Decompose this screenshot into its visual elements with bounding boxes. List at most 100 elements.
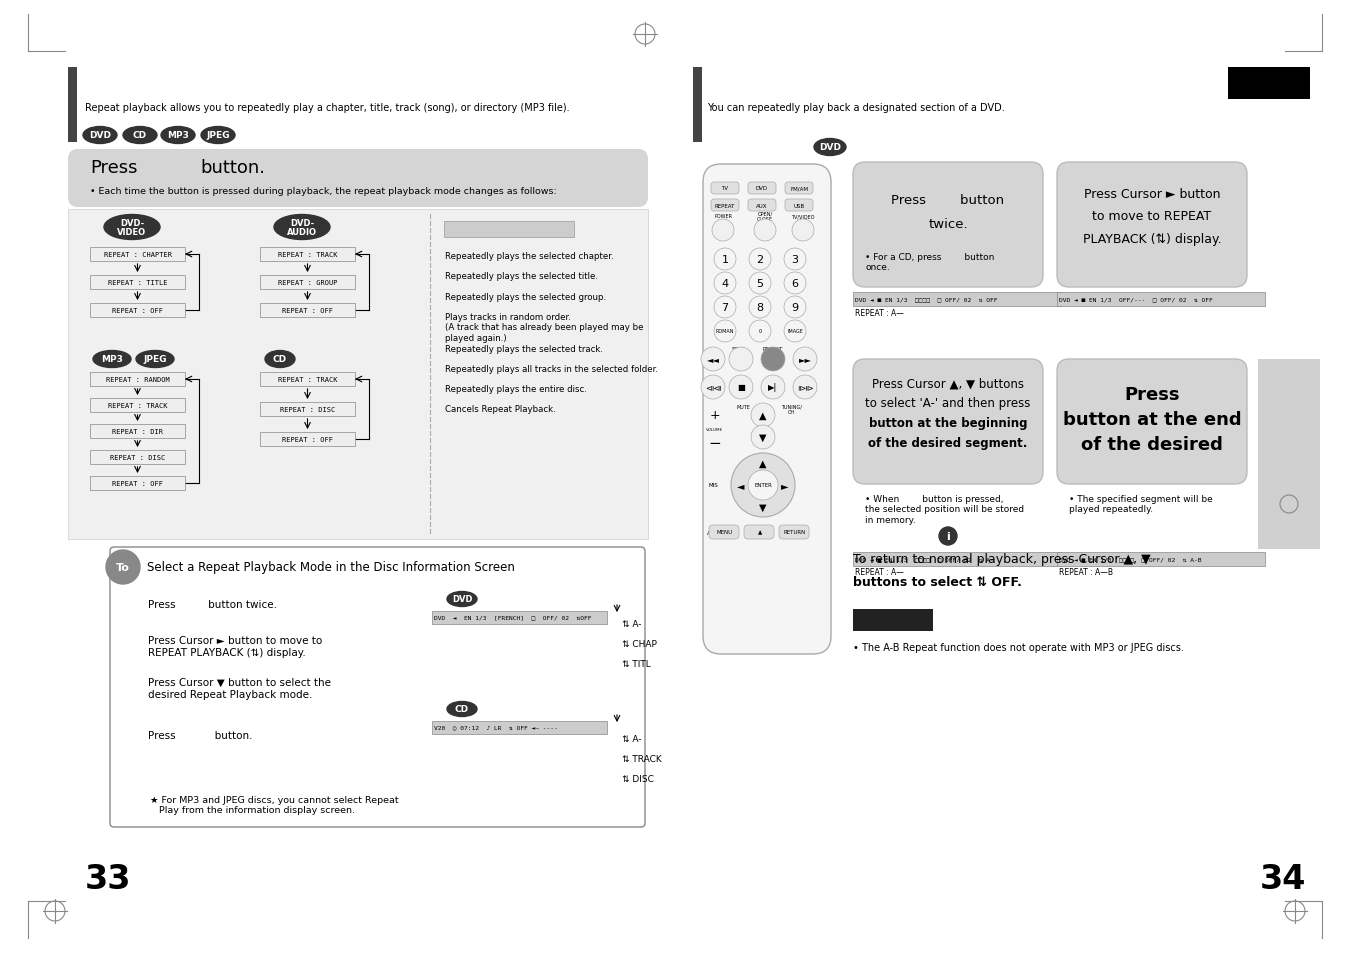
Text: ⇅ A-: ⇅ A- <box>622 619 641 629</box>
Text: 8: 8 <box>756 303 764 313</box>
Text: ▼: ▼ <box>759 433 767 442</box>
Text: MENU: MENU <box>717 530 733 535</box>
Text: TUNING/
CH: TUNING/ CH <box>780 404 802 415</box>
Text: Press Cursor ► button: Press Cursor ► button <box>1084 189 1220 201</box>
Ellipse shape <box>265 351 296 368</box>
FancyBboxPatch shape <box>779 525 809 539</box>
Ellipse shape <box>447 592 477 607</box>
Bar <box>853 293 1061 307</box>
Text: You can repeatedly play back a designated section of a DVD.: You can repeatedly play back a designate… <box>707 103 1004 112</box>
Ellipse shape <box>82 128 117 144</box>
Bar <box>853 553 1061 566</box>
Text: REPEAT : A—: REPEAT : A— <box>855 309 904 318</box>
Bar <box>853 609 933 631</box>
Text: CD: CD <box>273 355 288 364</box>
Text: DVD: DVD <box>756 186 768 192</box>
Text: PLAYBACK (⇅) display.: PLAYBACK (⇅) display. <box>1083 233 1222 245</box>
Text: ⇅ A-: ⇅ A- <box>622 735 641 743</box>
Text: to move to REPEAT: to move to REPEAT <box>1092 211 1211 223</box>
Text: 5: 5 <box>756 278 764 289</box>
Text: 3: 3 <box>791 254 798 265</box>
Text: 6: 6 <box>791 278 798 289</box>
Bar <box>444 222 574 237</box>
Text: DVD: DVD <box>89 132 111 140</box>
Text: CD: CD <box>132 132 147 140</box>
FancyBboxPatch shape <box>711 200 738 212</box>
Ellipse shape <box>161 128 194 144</box>
Circle shape <box>749 296 771 318</box>
Text: CD: CD <box>455 705 468 714</box>
Text: Repeatedly plays the selected chapter.: Repeatedly plays the selected chapter. <box>446 252 614 261</box>
Circle shape <box>792 220 814 242</box>
Text: ACT/: ACT/ <box>707 530 720 535</box>
Text: Press        button: Press button <box>891 194 1004 208</box>
Text: VOLUME: VOLUME <box>706 428 724 432</box>
Bar <box>261 433 355 447</box>
Circle shape <box>940 527 957 545</box>
Text: DVD ◄ ■ EN 1/3  □□□□  □ OFF/ 02  ⇅ A-: DVD ◄ ■ EN 1/3 □□□□ □ OFF/ 02 ⇅ A- <box>855 557 994 562</box>
Text: • Each time the button is pressed during playback, the repeat playback mode chan: • Each time the button is pressed during… <box>90 188 556 196</box>
Text: ▲: ▲ <box>757 530 763 535</box>
FancyBboxPatch shape <box>1057 163 1247 288</box>
Bar <box>90 275 185 290</box>
Text: 33: 33 <box>85 862 131 896</box>
FancyBboxPatch shape <box>784 200 813 212</box>
Text: To: To <box>116 562 130 573</box>
Text: buttons to select ⇅ OFF.: buttons to select ⇅ OFF. <box>853 575 1022 588</box>
Text: 9: 9 <box>791 303 799 313</box>
Bar <box>90 398 185 413</box>
Circle shape <box>755 220 776 242</box>
Text: of the desired: of the desired <box>1081 436 1223 454</box>
Text: Repeatedly plays the selected track.: Repeatedly plays the selected track. <box>446 345 603 354</box>
Text: Repeat playback allows you to repeatedly play a chapter, title, track (song), or: Repeat playback allows you to repeatedly… <box>85 103 570 112</box>
Circle shape <box>749 320 771 343</box>
Bar <box>432 612 608 624</box>
Text: MP3: MP3 <box>167 132 189 140</box>
Circle shape <box>714 320 736 343</box>
Text: REPEAT : A—B: REPEAT : A—B <box>1058 568 1112 577</box>
Text: AUX: AUX <box>756 203 768 209</box>
Text: Repeatedly plays the selected group.: Repeatedly plays the selected group. <box>446 293 606 302</box>
Text: Cancels Repeat Playback.: Cancels Repeat Playback. <box>446 405 556 414</box>
FancyBboxPatch shape <box>744 525 774 539</box>
Ellipse shape <box>93 351 131 368</box>
Text: POWER: POWER <box>714 214 732 219</box>
Circle shape <box>714 296 736 318</box>
Text: REPEAT : DISC: REPEAT : DISC <box>279 407 335 413</box>
Text: button at the beginning: button at the beginning <box>869 417 1027 430</box>
Ellipse shape <box>136 351 174 368</box>
Text: REPEAT : TRACK: REPEAT : TRACK <box>278 376 338 382</box>
FancyBboxPatch shape <box>109 547 645 827</box>
FancyBboxPatch shape <box>711 183 738 194</box>
Text: MP3: MP3 <box>101 355 123 364</box>
Text: STEP: STEP <box>732 347 745 352</box>
Circle shape <box>701 348 725 372</box>
Text: TV/VIDEO: TV/VIDEO <box>791 214 815 219</box>
Ellipse shape <box>123 128 157 144</box>
Text: REPEAT : A—: REPEAT : A— <box>855 568 904 577</box>
Text: Press            button.: Press button. <box>148 730 252 740</box>
Text: 2: 2 <box>756 254 764 265</box>
Bar <box>1057 553 1265 566</box>
Text: ★ For MP3 and JPEG discs, you cannot select Repeat
   Play from the information : ★ For MP3 and JPEG discs, you cannot sel… <box>150 795 398 815</box>
Text: USB: USB <box>794 203 805 209</box>
Circle shape <box>729 375 753 399</box>
FancyBboxPatch shape <box>68 150 648 208</box>
Text: 0: 0 <box>759 329 761 335</box>
Text: REPEAT : OFF: REPEAT : OFF <box>282 436 333 442</box>
Bar <box>261 275 355 290</box>
Circle shape <box>784 249 806 271</box>
Text: REPEAT : OFF: REPEAT : OFF <box>282 308 333 314</box>
FancyBboxPatch shape <box>1057 359 1247 484</box>
Circle shape <box>784 273 806 294</box>
Bar <box>432 721 608 734</box>
Circle shape <box>784 320 806 343</box>
FancyBboxPatch shape <box>784 183 813 194</box>
Bar <box>1057 293 1265 307</box>
Circle shape <box>730 454 795 517</box>
FancyBboxPatch shape <box>853 163 1044 288</box>
Text: • When        button is pressed,
the selected position will be stored
in memory.: • When button is pressed, the selected p… <box>865 495 1025 524</box>
Text: • The specified segment will be
played repeatedly.: • The specified segment will be played r… <box>1069 495 1212 514</box>
Bar <box>90 476 185 491</box>
Text: 4: 4 <box>721 278 729 289</box>
